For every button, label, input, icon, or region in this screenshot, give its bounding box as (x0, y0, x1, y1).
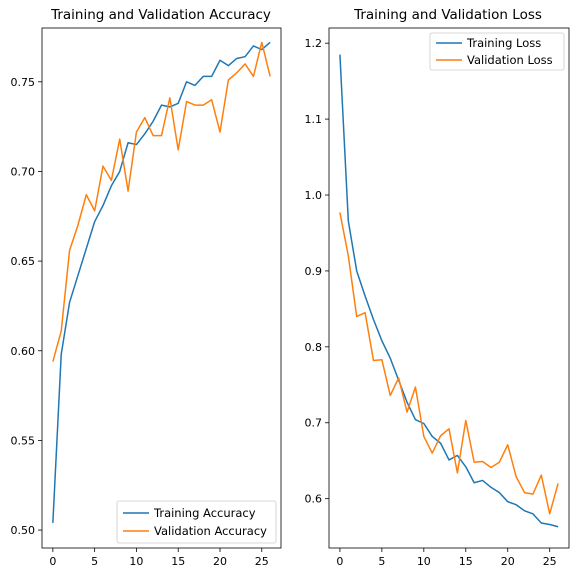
accuracy-chart: Training and Validation Accuracy 0 5 10 15 2… (11, 7, 282, 568)
loss-legend: Training Loss Validation Loss (429, 32, 565, 71)
loss-y-tick-label-0-8: 0.8 (305, 341, 323, 354)
accuracy-legend: Training Accuracy Validation Accuracy (116, 500, 277, 544)
accuracy-x-tick-label-0: 0 (49, 555, 56, 568)
loss-y-tick-label-0-7: 0.7 (305, 417, 323, 430)
accuracy-legend-label-training: Training Accuracy (153, 506, 256, 520)
loss-legend-label-validation: Validation Loss (467, 53, 553, 67)
accuracy-chart-title: Training and Validation Accuracy (50, 7, 271, 23)
accuracy-y-tick-label-0-65: 0.65 (11, 255, 36, 268)
loss-x-tick-label-15: 15 (459, 555, 473, 568)
accuracy-y-tick-label-0-55: 0.55 (11, 434, 36, 447)
loss-plot-area: 0 5 10 15 20 25 0.6 0.7 0.8 0.9 1.0 1.1 1.2 (305, 37, 559, 568)
accuracy-series-line-training-accuracy (52, 41, 271, 523)
accuracy-y-tick-label-0-70: 0.70 (11, 165, 36, 178)
accuracy-y-tick-label-0-60: 0.60 (11, 345, 36, 358)
loss-x-tick-label-25: 25 (543, 555, 557, 568)
loss-series-line-validation-loss (339, 212, 559, 515)
loss-y-tick-label-0-9: 0.9 (305, 265, 323, 278)
accuracy-x-tick-label-15: 15 (171, 555, 185, 568)
accuracy-plot-area: 0 5 10 15 20 25 0.50 0.55 0.60 0.65 0.70 0.75 (11, 41, 271, 568)
accuracy-y-tick-label-0-75: 0.75 (11, 76, 36, 89)
accuracy-axes-frame (41, 27, 282, 549)
accuracy-series-line-validation-accuracy (52, 41, 271, 362)
loss-y-tick-label-1-0: 1.0 (305, 189, 323, 202)
loss-legend-label-training: Training Loss (466, 36, 541, 50)
loss-y-tick-label-1-1: 1.1 (305, 113, 323, 126)
accuracy-legend-label-validation: Validation Accuracy (154, 524, 267, 538)
accuracy-x-tick-label-20: 20 (213, 555, 227, 568)
loss-series-line-training-loss (339, 54, 559, 528)
loss-y-tick-label-0-6: 0.6 (305, 493, 323, 506)
accuracy-legend-box (116, 500, 277, 544)
loss-x-tick-label-20: 20 (501, 555, 515, 568)
accuracy-x-tick-label-25: 25 (255, 555, 269, 568)
loss-legend-box (429, 32, 565, 71)
loss-axes-frame (328, 27, 570, 549)
loss-y-tick-label-1-2: 1.2 (305, 37, 323, 50)
loss-x-tick-label-5: 5 (378, 555, 385, 568)
accuracy-y-tick-label-0-50: 0.50 (11, 524, 36, 537)
loss-x-tick-label-0: 0 (336, 555, 343, 568)
loss-chart-title: Training and Validation Loss (353, 7, 542, 23)
accuracy-x-tick-label-5: 5 (91, 555, 98, 568)
accuracy-x-tick-label-10: 10 (129, 555, 143, 568)
loss-x-tick-label-10: 10 (417, 555, 431, 568)
loss-chart: Training and Validation Loss 0 5 10 15 20 250… (305, 7, 570, 568)
